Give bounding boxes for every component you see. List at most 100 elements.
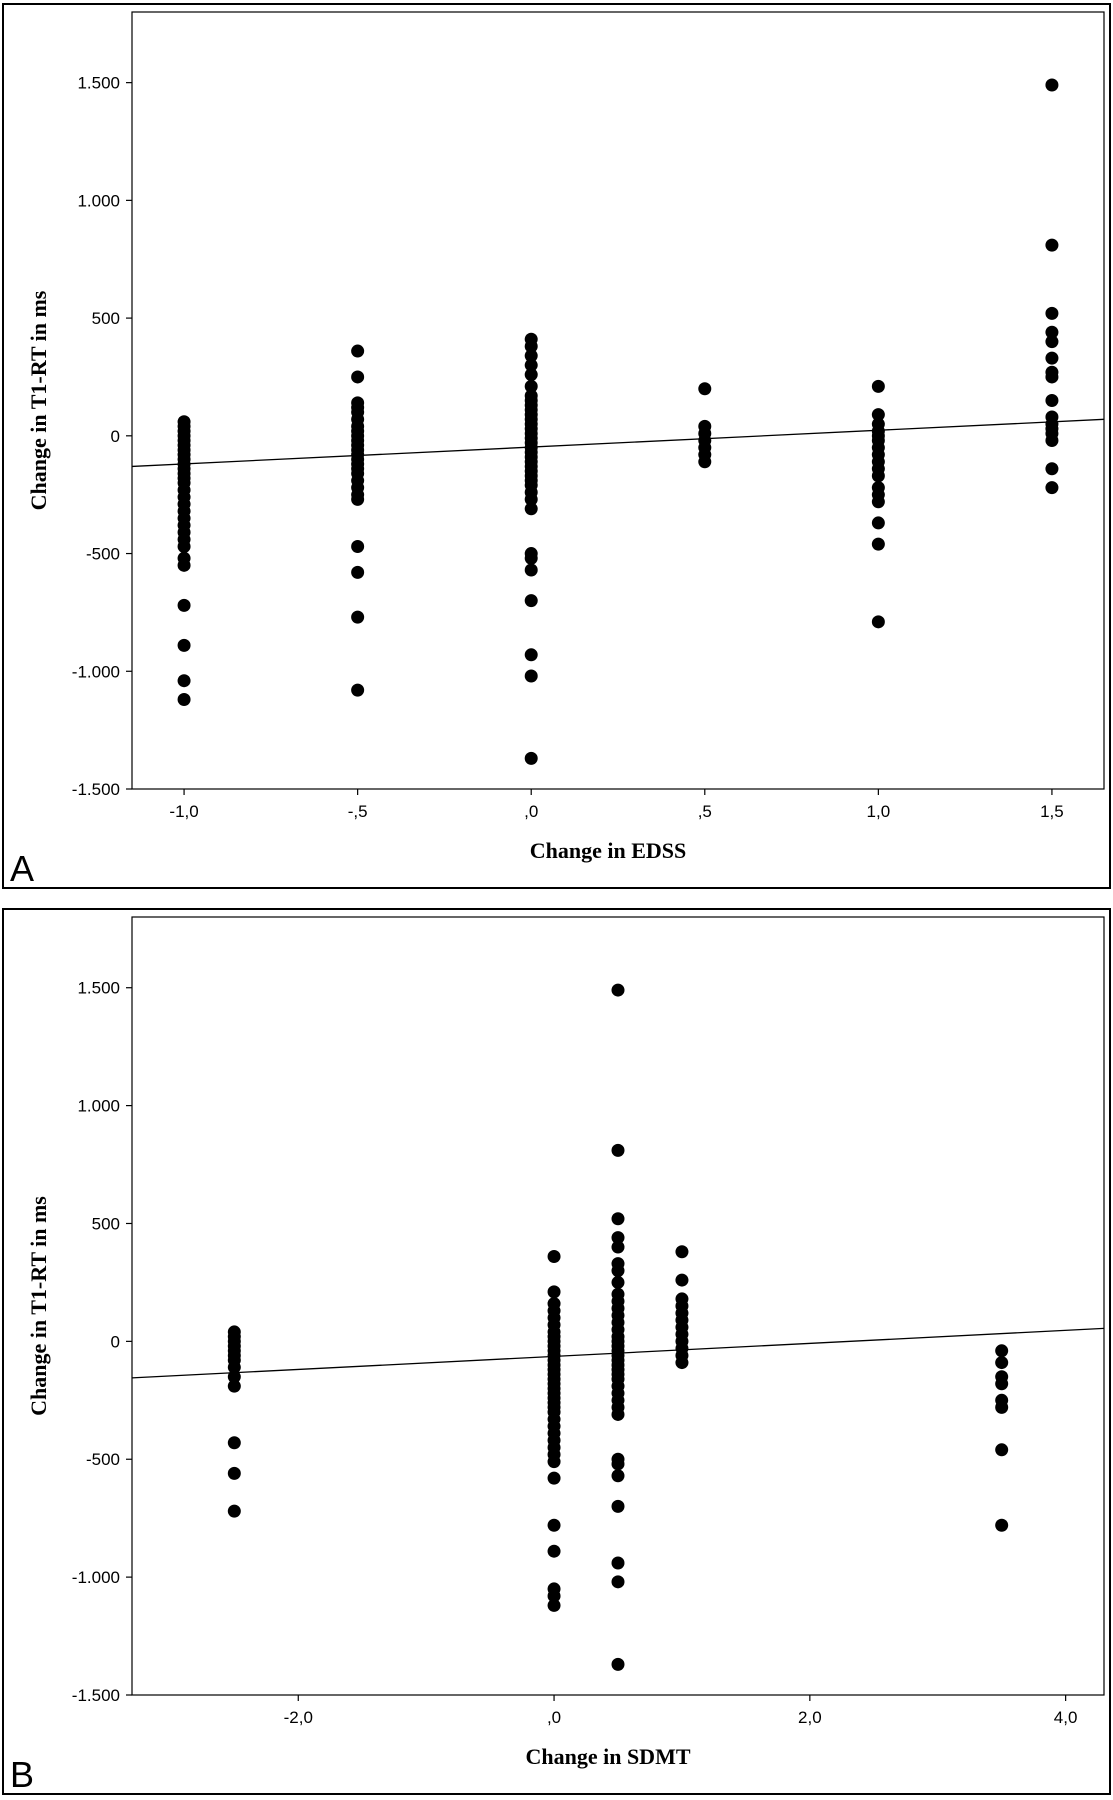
panel-b-x-tick-label: ,0 <box>547 1708 561 1727</box>
panel-a-data-point <box>698 382 712 396</box>
panel-a-data-point <box>1045 394 1059 407</box>
panel-a-regression-line <box>131 418 1105 468</box>
panel-b-data-point <box>547 1598 561 1612</box>
panel-b-y-tick-label: -1.500 <box>72 1686 120 1705</box>
panel-b-data-point <box>547 1285 561 1299</box>
panel-b-data-point <box>547 1518 561 1532</box>
panel-a-x-axis-title: Change in EDSS <box>530 838 687 863</box>
scatter-plot-a: -1.500 -1.000 -500 0 500 1.000 1.500 -1,0 -,5 ,0,… <box>10 11 1105 887</box>
panel-a-data-point <box>524 349 538 363</box>
panel-b-data-point <box>611 1143 625 1157</box>
panel-a-data-point <box>1045 434 1059 448</box>
panel-b-data-point <box>227 1370 241 1384</box>
panel-a-data-point <box>524 358 538 372</box>
panel-a-data-point <box>871 379 885 393</box>
panel-b-data-point <box>675 1245 689 1259</box>
panel-a-data-point <box>524 648 538 662</box>
panel-a-data-point <box>871 469 885 483</box>
panel-a-data-point <box>524 368 538 382</box>
panel-a-data-point <box>871 615 885 629</box>
panel-a-data-point <box>524 379 538 393</box>
panel-a-data-point <box>871 516 885 530</box>
chart-panel-b: -1.500 -1.000 -500 0 500 1.000 1.500 -2,0 ,0 2,0 4… <box>2 908 1111 1795</box>
panel-b-data-point <box>611 1240 625 1254</box>
panel-b-data-point <box>611 1469 625 1483</box>
panel-b-data-point <box>547 1544 561 1558</box>
panel-a-x-tick-label: 1,0 <box>867 802 891 821</box>
chart-panel-a: -1.500 -1.000 -500 0 500 1.000 1.500 -1,0 -,5 ,0,… <box>2 3 1111 889</box>
panel-a-data-point <box>351 344 365 358</box>
panel-a-data-point <box>524 669 538 683</box>
panel-a-data-point <box>524 502 538 516</box>
panel-b-data-point <box>611 1231 625 1245</box>
panel-b-y-tick-label: 1.500 <box>77 979 120 998</box>
panel-b-data-point <box>227 1436 241 1450</box>
panel-a-data-point <box>1045 325 1059 339</box>
scatter-plot-b: -1.500 -1.000 -500 0 500 1.000 1.500 -2,0 ,0 2,0 4… <box>10 916 1105 1793</box>
panel-b-data-point <box>675 1356 689 1370</box>
panel-a-data-point <box>1045 78 1059 92</box>
panel-a-data-point <box>1045 238 1059 252</box>
panel-b-data-point <box>227 1466 241 1480</box>
panel-a-plot-area <box>131 11 1105 790</box>
panel-a-data-point <box>351 492 365 506</box>
panel-b-data-point <box>611 1657 625 1671</box>
panel-b-data-point <box>611 1264 625 1278</box>
panel-a-y-tick-label: -1.000 <box>72 662 120 681</box>
panel-a-data-point <box>524 492 538 506</box>
panel-a-data-point <box>524 751 538 765</box>
panel-a-data-point <box>524 339 538 353</box>
panel-b-data-point <box>675 1273 689 1287</box>
panel-a-data-point <box>524 551 538 565</box>
panel-a-data-point <box>177 674 191 688</box>
panel-b-x-tick-label: -2,0 <box>284 1708 313 1727</box>
panel-a-y-tick-label: -500 <box>86 545 120 564</box>
panel-a-x-tick-label: -,5 <box>348 802 368 821</box>
panel-a-y-axis-title: Change in T1-RT in ms <box>26 290 51 510</box>
panel-b-data-point <box>611 1275 625 1289</box>
panel-a-data-point <box>351 683 365 697</box>
panel-b-y-tick-label: -500 <box>86 1450 120 1469</box>
panel-a-data-point <box>698 455 712 469</box>
panel-a-data-point <box>177 558 191 572</box>
panel-a-x-tick-label: ,5 <box>698 802 712 821</box>
panel-b-y-tick-label: -1.000 <box>72 1568 120 1587</box>
panel-a-data-point <box>1045 335 1059 349</box>
panel-b-data-point <box>611 1407 625 1421</box>
panel-a-data-point <box>177 598 191 612</box>
panel-a-data-point <box>871 408 885 422</box>
panel-b-data-point <box>995 1377 1009 1391</box>
panel-b-x-tick-label: 4,0 <box>1054 1708 1078 1727</box>
panel-b-data-point <box>995 1356 1009 1370</box>
panel-b-data-point <box>227 1379 241 1393</box>
panel-b-letter: B <box>10 1754 34 1793</box>
panel-a-data-point <box>524 563 538 577</box>
panel-a-data-point <box>177 638 191 652</box>
panel-a-data-point <box>1045 306 1059 320</box>
panel-a-data-point <box>1045 351 1059 365</box>
panel-b-data-point <box>995 1518 1009 1532</box>
panel-b-y-tick-label: 0 <box>111 1332 120 1351</box>
panel-a-data-point <box>1045 481 1059 495</box>
panel-b-data-point <box>611 1575 625 1589</box>
panel-b-data-point <box>611 1457 625 1471</box>
panel-a-data-point <box>871 537 885 551</box>
panel-a-data-point <box>1045 370 1059 384</box>
panel-a-data-point <box>524 594 538 608</box>
panel-a-y-tick-label: 500 <box>92 309 120 328</box>
panel-b-x-tick-label: 2,0 <box>798 1708 822 1727</box>
panel-b-data-point <box>547 1249 561 1263</box>
panel-b-data-point <box>995 1443 1009 1457</box>
panel-b-plot-area <box>131 916 1105 1696</box>
panel-a-data-point <box>1045 462 1059 476</box>
panel-a-x-tick-label: ,0 <box>524 802 538 821</box>
panel-b-data-point <box>611 1556 625 1570</box>
panel-b-data-point <box>547 1589 561 1603</box>
panel-a-x-tick-label: -1,0 <box>169 802 198 821</box>
panel-b-data-point <box>227 1504 241 1518</box>
panel-a-data-point <box>351 370 365 384</box>
panel-b-data-point <box>611 1212 625 1226</box>
panel-b-data-point <box>611 1499 625 1513</box>
panel-b-y-tick-label: 1.000 <box>77 1097 120 1116</box>
panel-b-x-axis-title: Change in SDMT <box>525 1744 690 1769</box>
